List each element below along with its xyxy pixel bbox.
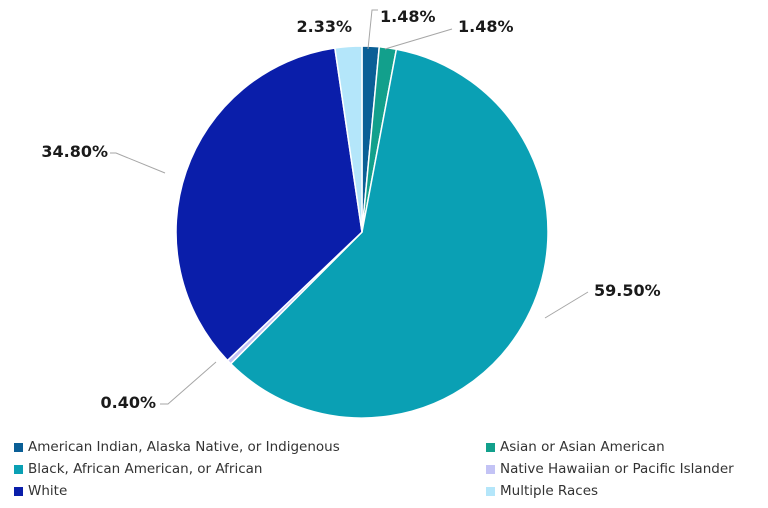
data-label-asian-or-asian-american: 1.48%: [458, 17, 514, 36]
legend-swatch: [486, 464, 495, 474]
legend-swatch: [14, 486, 23, 496]
pie-slice-black-african-american-or-african: [229, 48, 549, 419]
chart-legend: American Indian, Alaska Native, or Indig…: [14, 438, 764, 500]
legend-item-american-indian-alaska-native-or-indigenous: American Indian, Alaska Native, or Indig…: [14, 438, 486, 456]
legend-item-white: White: [14, 482, 486, 500]
pie-slice-white: [175, 47, 363, 362]
legend-label: Black, African American, or African: [28, 461, 263, 477]
leader-line-asian-or-asian-american: [384, 28, 453, 50]
legend-item-native-hawaiian-or-pacific-islander: Native Hawaiian or Pacific Islander: [486, 460, 762, 478]
pie-chart-svg: 1.48% 1.48% 59.50% 0.40% 34.80% 2.33%: [41, 7, 661, 419]
leader-line-white: [110, 152, 166, 174]
legend-item-black-african-american-or-african: Black, African American, or African: [14, 460, 486, 478]
pie-slice-multiple-races: [334, 45, 363, 233]
leader-line-black-african-american-or-african: [544, 291, 589, 319]
label-leader-lines: [110, 9, 589, 405]
legend-label: White: [28, 483, 68, 499]
legend-item-multiple-races: Multiple Races: [486, 482, 762, 500]
legend-swatch: [14, 464, 23, 474]
legend-swatch: [14, 442, 23, 452]
pie-slices: [175, 45, 549, 419]
legend-item-asian-or-asian-american: Asian or Asian American: [486, 438, 762, 456]
data-label-white: 34.80%: [41, 142, 108, 161]
percentage-labels: 1.48% 1.48% 59.50% 0.40% 34.80% 2.33%: [41, 7, 660, 412]
data-label-american-indian-alaska-native-or-indigenous: 1.48%: [380, 7, 436, 26]
legend-label: Asian or Asian American: [500, 439, 665, 455]
legend-swatch: [486, 442, 495, 452]
data-label-native-hawaiian-or-pacific-islander: 0.40%: [100, 393, 156, 412]
legend-swatch: [486, 486, 495, 496]
legend-label: Native Hawaiian or Pacific Islander: [500, 461, 734, 477]
leader-line-american-indian-alaska-native-or-indigenous: [367, 9, 378, 50]
data-label-black-african-american-or-african: 59.50%: [594, 281, 661, 300]
legend-label: American Indian, Alaska Native, or Indig…: [28, 439, 340, 455]
legend-label: Multiple Races: [500, 483, 599, 499]
leader-line-native-hawaiian-or-pacific-islander: [160, 361, 217, 405]
data-label-multiple-races: 2.33%: [296, 17, 352, 36]
